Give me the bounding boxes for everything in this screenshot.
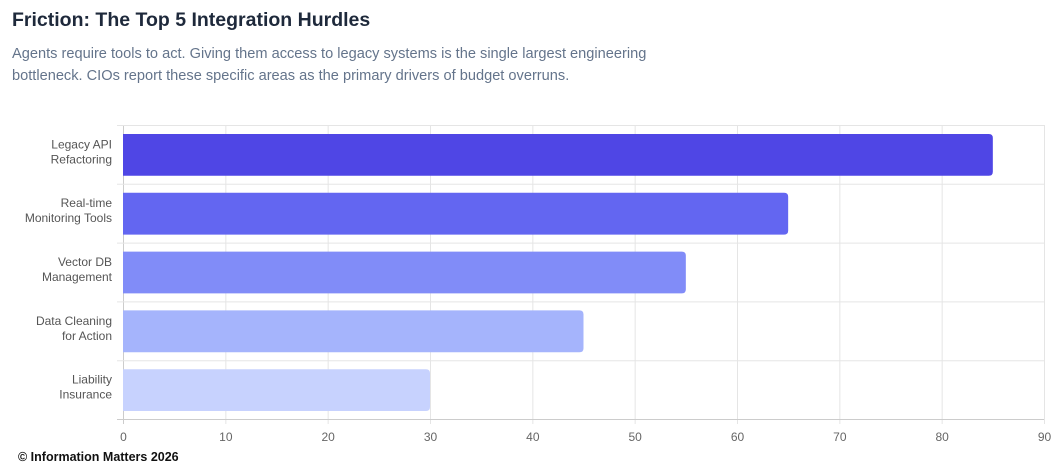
copyright-notice: © Information Matters 2026 bbox=[18, 450, 179, 464]
category-label: Data Cleaning bbox=[36, 314, 112, 328]
x-tick-label: 60 bbox=[731, 430, 745, 444]
x-tick-label: 10 bbox=[219, 430, 233, 444]
x-tick-label: 0 bbox=[120, 430, 127, 444]
category-label: Insurance bbox=[59, 388, 112, 402]
category-label: Liability bbox=[72, 373, 112, 387]
bar bbox=[123, 251, 686, 294]
bar bbox=[123, 134, 993, 176]
x-tick-label: 80 bbox=[935, 430, 949, 444]
x-tick-label: 40 bbox=[526, 430, 540, 444]
category-label: Legacy API bbox=[51, 137, 112, 151]
page-title: Friction: The Top 5 Integration Hurdles bbox=[12, 9, 371, 31]
category-label: Vector DB bbox=[58, 255, 112, 269]
category-label: Monitoring Tools bbox=[25, 211, 112, 225]
x-tick-label: 50 bbox=[628, 430, 642, 444]
category-label: for Action bbox=[62, 329, 112, 343]
x-tick-label: 20 bbox=[321, 430, 335, 444]
bar bbox=[123, 369, 430, 411]
category-label: Real-time bbox=[61, 196, 113, 210]
page-subtitle: Agents require tools to act. Giving them… bbox=[12, 46, 647, 84]
x-tick-label: 90 bbox=[1038, 430, 1052, 444]
x-tick-label: 70 bbox=[833, 430, 847, 444]
x-tick-label: 30 bbox=[424, 430, 438, 444]
bar bbox=[123, 192, 789, 235]
category-label: Management bbox=[42, 270, 113, 284]
bar bbox=[123, 310, 584, 353]
category-label: Refactoring bbox=[51, 152, 112, 166]
